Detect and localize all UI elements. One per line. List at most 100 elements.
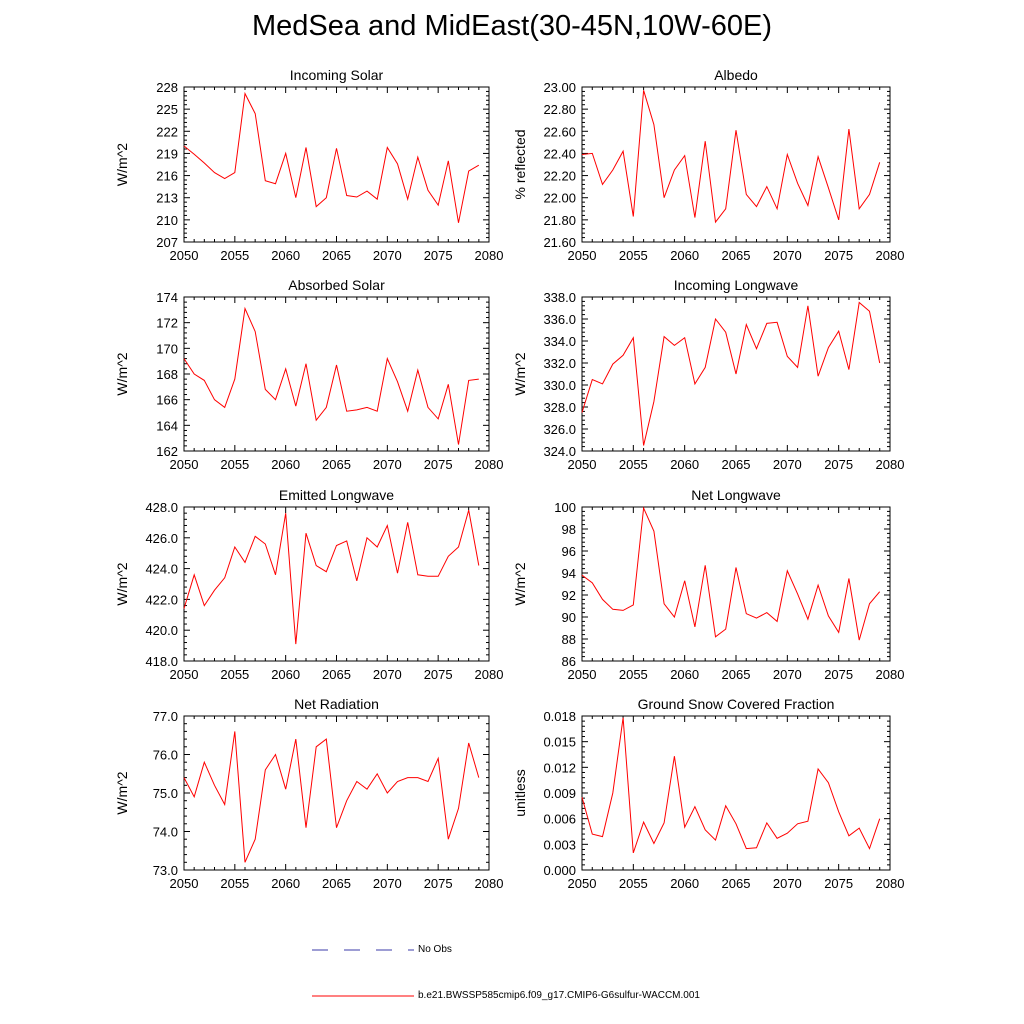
y-tick-label: 422.0: [145, 592, 178, 607]
y-tick-label: 326.0: [543, 422, 576, 437]
y-tick-label: 74.0: [153, 825, 178, 840]
y-tick-label: 0.006: [543, 812, 576, 827]
chart-panel-0: Incoming Solar W/m^2 2050 2055 2060 2065 2070 2…: [114, 67, 503, 263]
x-tick-label: 2065: [322, 457, 351, 472]
y-tick-label: 170: [156, 341, 178, 356]
x-tick-label: 2070: [373, 667, 402, 682]
series-line-0: [581, 301, 881, 446]
y-tick-label: 21.80: [543, 213, 576, 228]
x-tick-label: 2060: [670, 876, 699, 891]
y-tick-label: 0.003: [543, 837, 576, 852]
x-tick-label: 2050: [568, 876, 597, 891]
x-tick-label: 2065: [722, 667, 751, 682]
y-tick-label: 92: [562, 588, 576, 603]
chart-title: Absorbed Solar: [288, 277, 385, 293]
chart-panel-6: Net Radiation W/m^2 2050 2055 2060 2065 2070 20…: [114, 696, 503, 891]
x-tick-label: 2075: [824, 667, 853, 682]
y-tick-label: 222: [156, 124, 178, 139]
x-tick-label: 2050: [568, 457, 597, 472]
x-tick-label: 2075: [424, 667, 453, 682]
chart-panel-2: Absorbed Solar W/m^2 2050 2055 2060 2065 2070 2…: [114, 277, 503, 472]
x-tick-label: 2080: [876, 457, 905, 472]
x-tick-label: 2080: [475, 457, 504, 472]
y-tick-label: 216: [156, 169, 178, 184]
y-tick-label: 426.0: [145, 531, 178, 546]
x-tick-label: 2065: [722, 457, 751, 472]
x-tick-label: 2050: [568, 667, 597, 682]
y-tick-label: 424.0: [145, 562, 178, 577]
series-line-0: [581, 90, 881, 224]
y-tick-label: 22.80: [543, 102, 576, 117]
y-axis-label: W/m^2: [114, 143, 130, 186]
x-tick-label: 2050: [170, 248, 199, 263]
chart-title: Net Radiation: [294, 696, 379, 712]
chart-title: Incoming Longwave: [674, 277, 799, 293]
y-tick-label: 76.0: [153, 748, 178, 763]
y-tick-label: 418.0: [145, 654, 178, 669]
page-title: MedSea and MidEast(30-45N,10W-60E): [251, 10, 773, 42]
x-tick-label: 2065: [322, 248, 351, 263]
x-tick-label: 2055: [220, 667, 249, 682]
series-line-0: [183, 509, 480, 645]
x-tick-label: 2055: [220, 876, 249, 891]
chart-frame: [581, 86, 891, 243]
y-tick-label: 100: [554, 500, 576, 515]
x-tick-label: 2075: [424, 457, 453, 472]
y-tick-label: 88: [562, 632, 576, 647]
x-tick-label: 2060: [271, 457, 300, 472]
x-tick-label: 2070: [773, 457, 802, 472]
x-tick-label: 2070: [773, 248, 802, 263]
series-line-0: [581, 717, 881, 854]
chart-title: Incoming Solar: [290, 67, 384, 83]
y-tick-label: 334.0: [543, 334, 576, 349]
x-tick-label: 2060: [670, 457, 699, 472]
y-tick-label: 96: [562, 544, 576, 559]
chart-frame: [183, 296, 490, 452]
y-tick-label: 174: [156, 290, 178, 305]
legend-obs-label: No Obs: [418, 944, 452, 955]
x-tick-label: 2065: [322, 876, 351, 891]
x-tick-label: 2070: [773, 876, 802, 891]
chart-panel-1: Albedo % reflected 2050 2055 2060 2065 2070 207…: [512, 67, 904, 263]
series-line-0: [581, 506, 881, 641]
x-tick-label: 2065: [322, 667, 351, 682]
y-tick-label: 75.0: [153, 786, 178, 801]
y-tick-label: 21.60: [543, 235, 576, 250]
x-tick-label: 2075: [824, 876, 853, 891]
x-tick-label: 2065: [722, 248, 751, 263]
chart-title: Emitted Longwave: [279, 487, 394, 503]
y-tick-label: 213: [156, 191, 178, 206]
y-tick-label: 164: [156, 418, 178, 433]
x-tick-label: 2055: [220, 457, 249, 472]
x-tick-label: 2060: [670, 248, 699, 263]
y-axis-label: unitless: [512, 769, 528, 816]
y-tick-label: 0.012: [543, 760, 576, 775]
y-tick-label: 328.0: [543, 400, 576, 415]
y-tick-label: 172: [156, 316, 178, 331]
y-tick-label: 90: [562, 610, 576, 625]
x-tick-label: 2075: [824, 248, 853, 263]
x-tick-label: 2075: [424, 876, 453, 891]
x-tick-label: 2055: [619, 876, 648, 891]
y-tick-label: 219: [156, 146, 178, 161]
y-tick-label: 0.018: [543, 709, 576, 724]
x-tick-label: 2070: [373, 876, 402, 891]
y-axis-label: W/m^2: [114, 771, 130, 814]
x-tick-label: 2050: [170, 457, 199, 472]
y-tick-label: 22.60: [543, 124, 576, 139]
y-tick-label: 86: [562, 654, 576, 669]
y-tick-label: 94: [562, 566, 576, 581]
x-tick-label: 2080: [475, 667, 504, 682]
y-tick-label: 336.0: [543, 312, 576, 327]
series-line-0: [183, 306, 479, 445]
y-tick-label: 77.0: [153, 709, 178, 724]
x-tick-label: 2070: [773, 667, 802, 682]
x-tick-label: 2055: [619, 457, 648, 472]
x-tick-label: 2075: [424, 248, 453, 263]
y-tick-label: 228: [156, 80, 178, 95]
x-tick-label: 2050: [170, 667, 199, 682]
x-tick-label: 2050: [568, 248, 597, 263]
chart-frame: [183, 506, 490, 662]
y-tick-label: 420.0: [145, 623, 178, 638]
x-tick-label: 2060: [271, 667, 300, 682]
